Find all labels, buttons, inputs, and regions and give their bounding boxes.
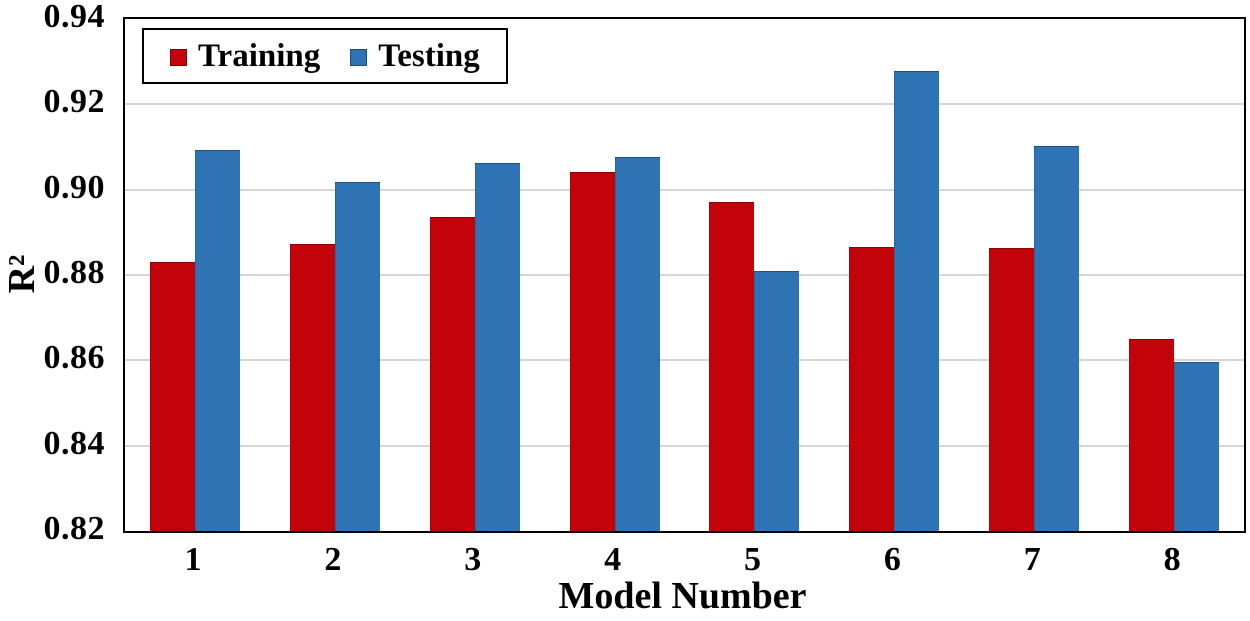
gridline [125, 103, 1244, 106]
bar-testing-model-4 [614, 157, 660, 531]
bar-testing-model-3 [474, 162, 520, 531]
bar-training-model-2 [289, 243, 335, 531]
bar-training-model-6 [849, 246, 895, 531]
y-tick-label: 0.94 [43, 0, 105, 35]
gridline [125, 188, 1244, 191]
bar-testing-model-7 [1034, 146, 1080, 531]
x-tick-label: 6 [883, 541, 901, 578]
testing-swatch-icon [350, 49, 368, 66]
x-tick-label: 1 [184, 541, 202, 578]
bar-training-model-1 [149, 262, 195, 531]
x-tick-label: 8 [1163, 541, 1181, 578]
y-tick-label: 0.82 [43, 510, 105, 547]
legend-item-training: Training [170, 38, 320, 74]
x-tick-label: 7 [1023, 541, 1041, 578]
bar-training-model-7 [989, 247, 1035, 531]
y-tick-label: 0.84 [43, 424, 105, 462]
bar-testing-model-5 [754, 270, 800, 531]
bar-testing-model-6 [894, 71, 940, 531]
legend-label: Training [198, 38, 321, 74]
training-swatch-icon [170, 49, 187, 66]
x-tick-label: 2 [324, 541, 342, 578]
y-tick-label: 0.90 [43, 168, 105, 206]
legend: Training Testing [142, 28, 508, 84]
bar-training-model-4 [569, 171, 615, 531]
legend-items: Training Testing [170, 38, 480, 74]
y-tick-label: 0.88 [43, 254, 105, 291]
x-axis-title: Model Number [558, 575, 807, 617]
x-tick-label: 3 [464, 541, 482, 578]
bar-testing-model-1 [194, 150, 240, 531]
bar-testing-model-8 [1174, 361, 1220, 531]
gridline [125, 444, 1244, 447]
y-tick-label: 0.92 [43, 83, 105, 121]
x-tick-label: 5 [743, 541, 761, 578]
legend-label: Testing [378, 38, 480, 74]
bar-training-model-5 [709, 201, 755, 531]
y-tick-label: 0.86 [43, 339, 105, 377]
bar-testing-model-2 [334, 182, 380, 531]
plot-area: Training Testing [123, 17, 1246, 533]
legend-item-testing: Testing [350, 38, 480, 74]
gridline [125, 274, 1244, 276]
gridline [125, 359, 1244, 362]
bar-training-model-3 [429, 217, 475, 531]
x-tick-label: 4 [604, 541, 622, 578]
bar-training-model-8 [1129, 339, 1175, 531]
